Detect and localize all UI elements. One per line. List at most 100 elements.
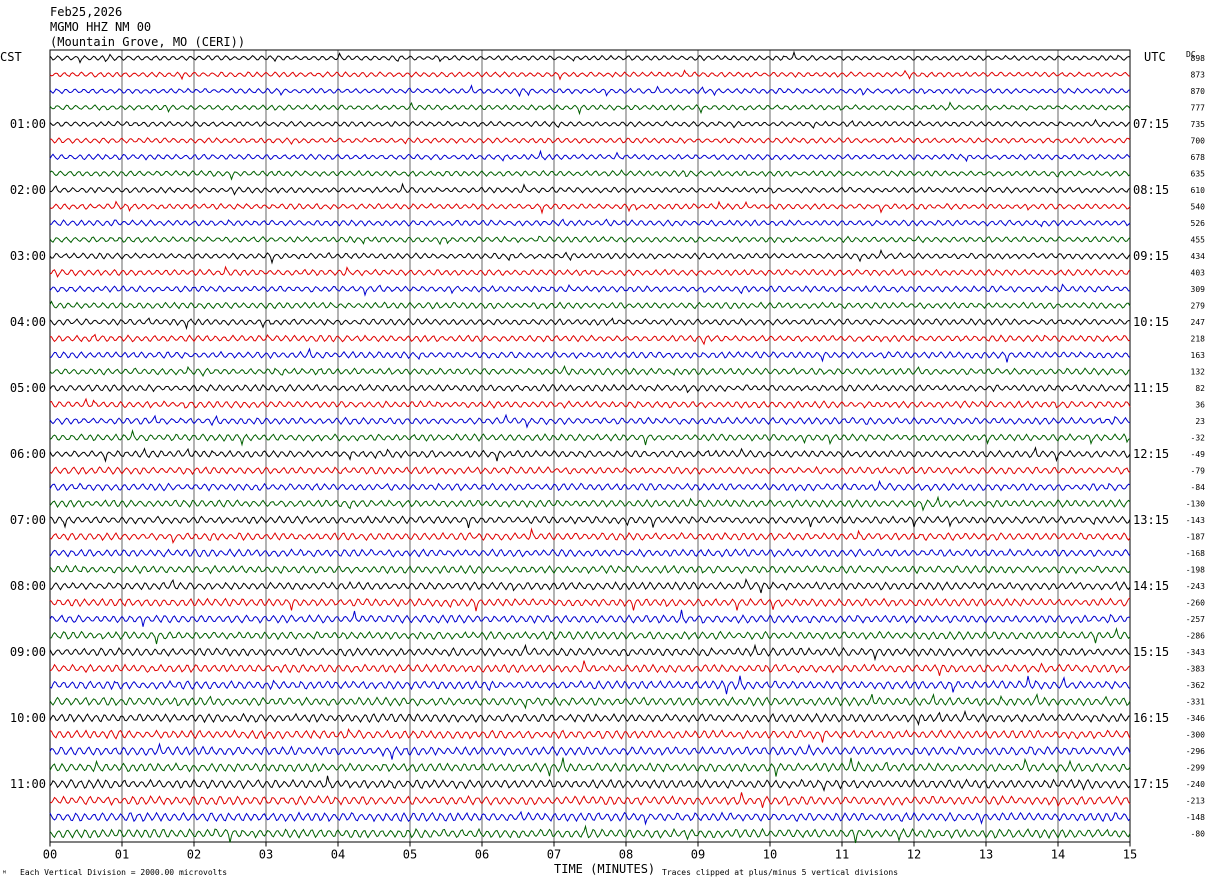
dc-offset-label: 873 (1191, 71, 1206, 80)
seismic-trace (49, 548, 1131, 558)
cst-hour-labels: 01:00 02:00 03:00 04:00 05:00 06:00 07:00 08:00… (10, 117, 46, 791)
utc-hour-label: 17:15 (1133, 777, 1169, 791)
seismic-trace (49, 333, 1131, 346)
dc-offset-label: -148 (1186, 813, 1205, 822)
seismic-trace (49, 627, 1131, 645)
seismic-trace (49, 824, 1131, 844)
dc-offset-label: 82 (1195, 384, 1205, 393)
x-axis-title: TIME (MINUTES) (554, 862, 655, 876)
x-tick-label: 02 (187, 848, 201, 862)
utc-hour-label: 07:15 (1133, 117, 1169, 131)
dc-offset-label: 434 (1191, 252, 1206, 261)
seismic-trace (49, 364, 1131, 377)
seismic-trace (49, 397, 1131, 409)
seismic-trace (49, 118, 1131, 129)
cst-hour-label: 02:00 (10, 183, 46, 197)
dc-offset-label: 23 (1195, 417, 1205, 426)
x-tick-label: 15 (1123, 848, 1137, 862)
dc-offset-label: 777 (1191, 104, 1206, 113)
seismic-trace (49, 609, 1131, 627)
seismic-trace (49, 660, 1131, 676)
x-tick-label: 05 (403, 848, 417, 862)
seismic-trace (49, 775, 1131, 793)
cst-hour-label: 09:00 (10, 645, 46, 659)
dc-offset-label: -187 (1186, 533, 1205, 542)
seismic-trace (49, 675, 1131, 695)
seismic-trace (49, 564, 1131, 575)
seismic-trace (49, 84, 1131, 98)
dc-offset-label: 279 (1191, 302, 1206, 311)
station-label: MGMO HHZ NM 00 (50, 20, 151, 34)
seismic-trace (49, 728, 1131, 743)
dc-label: DC (1186, 50, 1196, 59)
dc-offset-label: -49 (1191, 450, 1206, 459)
seismic-trace (49, 101, 1131, 116)
utc-hour-label: 10:15 (1133, 315, 1169, 329)
cst-hour-label: 03:00 (10, 249, 46, 263)
dc-offset-label: 700 (1191, 137, 1206, 146)
dc-offset-label: -79 (1191, 467, 1206, 476)
seismic-traces (49, 50, 1131, 844)
seismic-trace (49, 265, 1131, 278)
dc-offset-label: 678 (1191, 153, 1206, 162)
seismic-trace (49, 479, 1131, 492)
utc-hour-label: 16:15 (1133, 711, 1169, 725)
x-tick-label: 13 (979, 848, 993, 862)
x-tick-label: 10 (763, 848, 777, 862)
dc-offset-label: -299 (1186, 764, 1205, 773)
dc-offset-label: 898 (1191, 54, 1206, 63)
dc-offset-label: -198 (1186, 566, 1205, 575)
cst-hour-label: 05:00 (10, 381, 46, 395)
cst-hour-label: 08:00 (10, 579, 46, 593)
dc-offset-label: -32 (1191, 434, 1206, 443)
seismic-trace (49, 136, 1131, 146)
cst-hour-label: 04:00 (10, 315, 46, 329)
vertical-division-note: Each Vertical Division = 2000.00 microvo… (20, 868, 227, 877)
dc-offset-label: -257 (1186, 615, 1205, 624)
dc-offset-label: -130 (1186, 500, 1205, 509)
seismic-trace (49, 383, 1131, 394)
seismic-trace (49, 182, 1131, 196)
dc-offset-label: 540 (1191, 203, 1206, 212)
dc-offset-label: 870 (1191, 87, 1206, 96)
seismic-trace (49, 300, 1131, 310)
x-tick-label: 08 (619, 848, 633, 862)
dc-offset-label: 309 (1191, 285, 1206, 294)
x-tick-label: 12 (907, 848, 921, 862)
seismic-trace (49, 692, 1131, 710)
seismic-trace (49, 50, 1131, 64)
seismic-trace (49, 578, 1131, 594)
cst-hour-label: 01:00 (10, 117, 46, 131)
utc-label: UTC (1144, 50, 1166, 64)
dc-offset-label: -383 (1186, 665, 1205, 674)
seismic-trace (49, 317, 1131, 331)
seismic-trace (49, 413, 1131, 429)
dc-offset-label: -80 (1191, 830, 1206, 839)
dc-offset-label: -296 (1186, 747, 1205, 756)
dc-offset-label: -343 (1186, 648, 1205, 657)
seismic-trace (49, 465, 1131, 476)
dc-offset-label: 735 (1191, 120, 1206, 129)
x-tick-label: 03 (259, 848, 273, 862)
dc-offset-label: -84 (1191, 483, 1206, 492)
seismic-trace (49, 149, 1131, 163)
dc-offset-label: -331 (1186, 698, 1205, 707)
seismic-trace (49, 218, 1131, 228)
cst-hour-label: 10:00 (10, 711, 46, 725)
dc-offset-label: -260 (1186, 599, 1205, 608)
cst-hour-label: 07:00 (10, 513, 46, 527)
x-tick-label: 01 (115, 848, 129, 862)
dc-offset-label: 163 (1191, 351, 1206, 360)
seismic-trace (49, 69, 1131, 81)
cst-label: CST (0, 50, 22, 64)
x-axis-ticks: 00 01 02 03 04 05 06 07 08 09 10 11 12 13 14 15 (43, 841, 1137, 862)
utc-hour-label: 13:15 (1133, 513, 1169, 527)
seismic-trace (49, 709, 1131, 727)
cst-hour-label: 11:00 (10, 777, 46, 791)
seismic-trace (49, 446, 1131, 463)
minute-gridlines (121, 50, 1059, 842)
seismic-trace (49, 597, 1131, 612)
clip-note: Traces clipped at plus/minus 5 vertical … (662, 868, 898, 877)
dc-offset-label: 455 (1191, 236, 1206, 245)
